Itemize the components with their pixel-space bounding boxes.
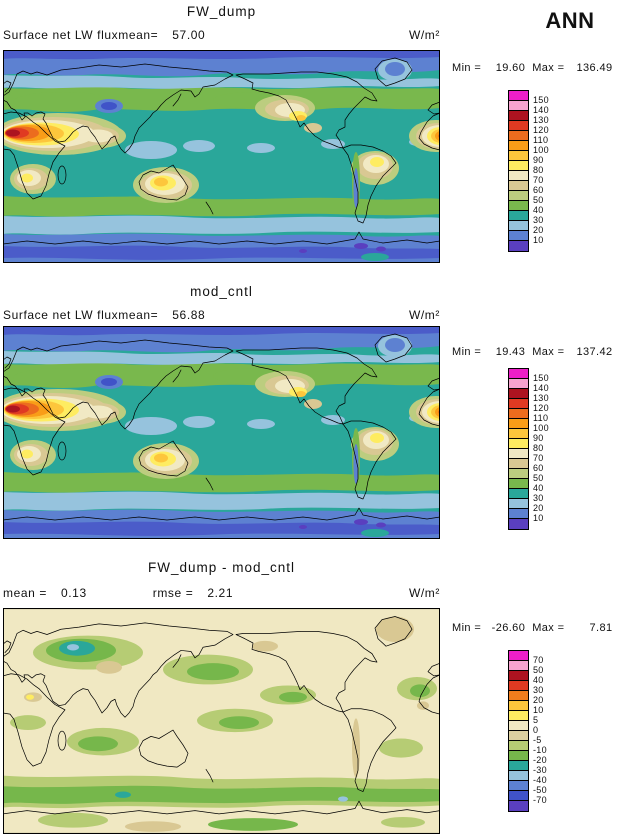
panel-title: mod_cntl [190,284,253,299]
map-mod-cntl [3,326,440,539]
variable-label: Surface net LW flux [3,28,119,42]
colorbar-labels: 70 50 40 30 20 10 5 0 -5 -10 -20 -30 -40 -50 -70 [533,655,547,805]
mean-label: mean= [118,28,159,42]
min-label: Min = [452,62,482,74]
variable-label: Surface net LW flux [3,308,119,322]
min-label: Min = [452,346,482,358]
mean-label: mean = [3,586,47,600]
colorbar-labels: 150 140 130 120 110 100 90 80 70 60 50 40 30 20 10 [533,95,549,245]
mean-group: mean= 57.00 [118,28,205,42]
subtitle-row: Surface net LW flux mean= 56.88 W/m² [3,308,440,322]
minmax-line: Min = -26.60 Max = 7.81 [452,622,630,634]
max-label: Max = [532,622,565,634]
rmse-group: rmse = 2.21 [153,586,233,600]
colorbar-fw-dump: 150 140 130 120 110 100 90 80 70 60 50 40 30 20 10 [508,90,549,252]
units-label: W/m² [408,586,440,600]
subtitle-row: mean = 0.13 rmse = 2.21 W/m² [3,586,440,600]
units-label: W/m² [408,308,440,322]
mean-group: mean= 56.88 [118,308,205,322]
max-label: Max = [532,62,565,74]
colorbar-cells [508,368,529,530]
panel-title: FW_dump [186,4,257,19]
rmse-label: rmse = [152,586,194,600]
mean-value: 57.00 [172,28,206,42]
min-value: -26.60 [491,622,526,634]
min-label: Min = [452,622,482,634]
colorbar-mod-cntl: 150 140 130 120 110 100 90 80 70 60 50 40 30 20 10 [508,368,549,530]
max-value: 137.42 [576,346,613,358]
colorbar-labels: 150 140 130 120 110 100 90 80 70 60 50 40 30 20 10 [533,373,549,523]
units-label: W/m² [408,28,440,42]
map-fw-dump [3,50,440,263]
panel-title: FW_dump - mod_cntl [147,560,296,575]
minmax-line: Min = 19.60 Max = 136.49 [452,62,630,74]
minmax-line: Min = 19.43 Max = 137.42 [452,346,630,358]
max-value: 7.81 [589,622,613,634]
mean-value: 56.88 [172,308,206,322]
max-label: Max = [532,346,565,358]
min-value: 19.60 [495,62,526,74]
season-label: ANN [545,8,595,33]
mean-value: 0.13 [60,586,87,600]
map-difference [3,608,440,834]
min-value: 19.43 [495,346,526,358]
colorbar-difference: 70 50 40 30 20 10 5 0 -5 -10 -20 -30 -40 -50 -70 [508,650,547,812]
max-value: 136.49 [576,62,613,74]
rmse-value: 2.21 [207,586,234,600]
mean-label: mean= [118,308,159,322]
colorbar-cells [508,650,529,812]
colorbar-cells [508,90,529,252]
mean-group: mean = 0.13 [3,586,87,600]
subtitle-row: Surface net LW flux mean= 57.00 W/m² [3,28,440,42]
